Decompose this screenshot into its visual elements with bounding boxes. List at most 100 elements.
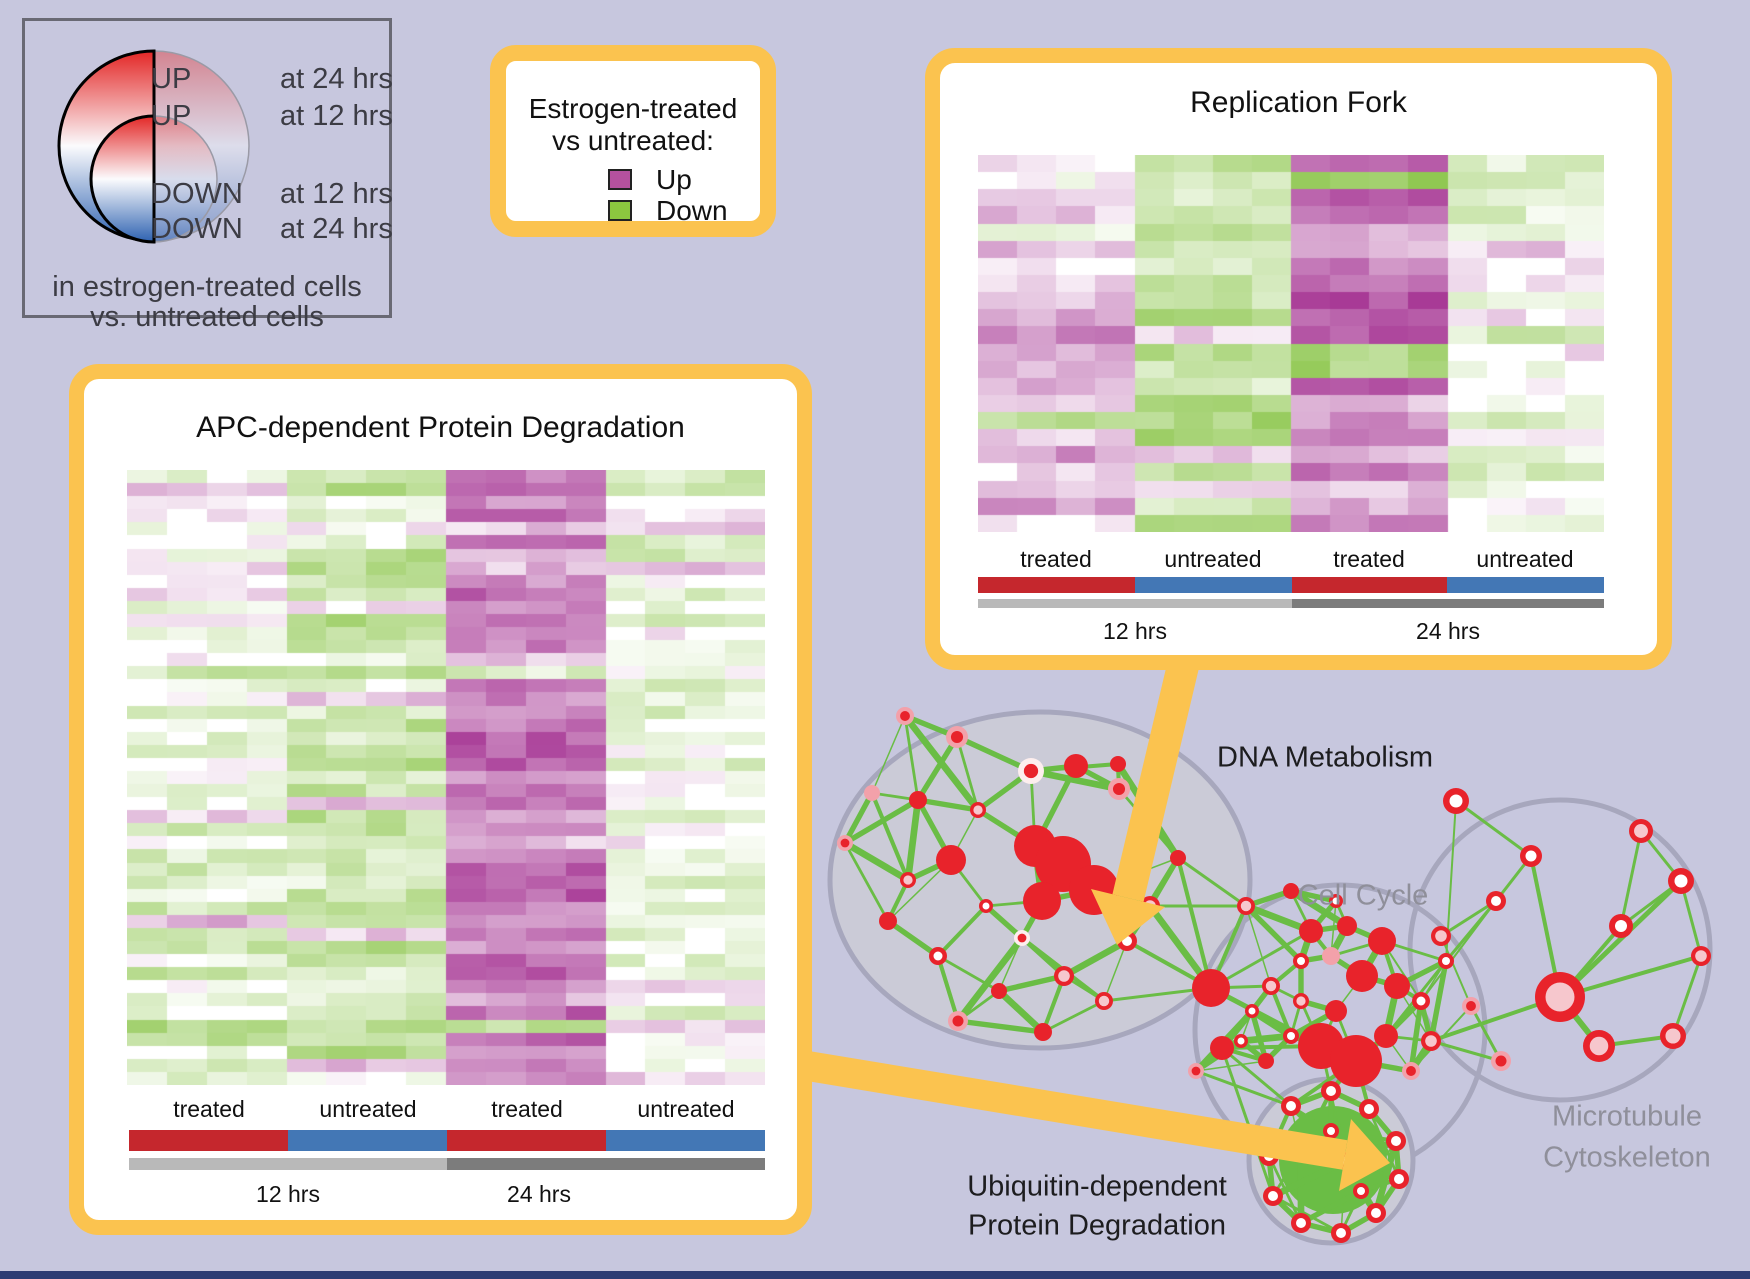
network-node-core xyxy=(1425,1035,1437,1047)
cluster-label-dna-metabolism: DNA Metabolism xyxy=(1217,741,1433,774)
network-node-core xyxy=(1286,1101,1296,1111)
network-node-core xyxy=(1491,896,1501,906)
network-node-core xyxy=(903,875,913,885)
down-label: Down xyxy=(656,195,728,226)
network-edge xyxy=(1455,799,1532,858)
network-node xyxy=(909,791,927,809)
network-node-core xyxy=(1466,1001,1476,1011)
network-node-core xyxy=(1416,996,1426,1006)
network-edge xyxy=(1440,935,1472,1007)
network-edge xyxy=(1245,905,1272,987)
legend-time-1: at 24 hrs xyxy=(280,63,393,95)
network-node xyxy=(1258,1053,1274,1069)
network-node xyxy=(1384,973,1410,999)
network-edge xyxy=(955,734,1033,774)
network-node-core xyxy=(1665,1028,1681,1044)
rf-group-label-4: untreated xyxy=(1476,546,1574,572)
network-node-core xyxy=(1240,900,1252,912)
rf-treated-bar-12h xyxy=(978,577,1135,593)
network-node xyxy=(1374,1024,1398,1048)
legend-dir-3: DOWN xyxy=(151,178,243,210)
network-edge xyxy=(843,797,920,846)
rf-time-label-24: 24 hrs xyxy=(1416,618,1480,644)
network-edge xyxy=(871,715,906,794)
network-node-core xyxy=(1695,950,1707,962)
updown-legend-title-line1: Estrogen-treated xyxy=(528,93,738,124)
network-edge xyxy=(1176,857,1213,989)
legend-gradient-semicircle xyxy=(153,115,218,243)
network-edge xyxy=(1220,1047,1275,1197)
network-node xyxy=(1110,756,1126,772)
apc-12hrs-span-bar xyxy=(129,1158,447,1170)
network-node xyxy=(991,983,1007,999)
network-edge xyxy=(1299,1188,1363,1226)
network-edge xyxy=(1221,1046,1292,1108)
apc-title: APC-dependent Protein Degradation xyxy=(196,411,685,444)
network-edge xyxy=(998,973,1065,994)
rf-group-label-2: untreated xyxy=(1164,546,1262,572)
network-edge xyxy=(955,935,1025,1024)
apc-treated-bar-24h xyxy=(447,1130,606,1151)
network-node xyxy=(879,912,897,930)
apc-treated-bar-12h xyxy=(129,1130,288,1151)
network-edge xyxy=(1289,888,1349,929)
network-node xyxy=(1330,1035,1382,1087)
network-node xyxy=(1034,1023,1052,1041)
network-node-core xyxy=(1191,1066,1201,1076)
network-node-core xyxy=(1296,1218,1306,1228)
network-node-core xyxy=(1287,1032,1295,1040)
apc-group-label-3: treated xyxy=(491,1096,563,1122)
network-edge xyxy=(843,842,890,922)
network-edge xyxy=(1210,929,1312,990)
network-node-core xyxy=(1394,1174,1404,1184)
rf-treated-bar-24h xyxy=(1292,577,1447,593)
network-node xyxy=(936,845,966,875)
network-node-core xyxy=(933,951,943,961)
network-edge xyxy=(842,791,875,845)
apc-heatmap xyxy=(127,470,765,1085)
network-edge xyxy=(917,797,979,813)
network-node xyxy=(1192,969,1230,1007)
time-direction-legend-box: UP at 24 hrs UP at 12 hrs DOWN at 12 hrs… xyxy=(22,18,393,333)
network-node xyxy=(1325,1000,1347,1022)
replication-fork-title: Replication Fork xyxy=(1190,86,1407,119)
figure-bottom-border xyxy=(0,1271,1750,1279)
network-node-core xyxy=(1357,1187,1365,1195)
legend-time-2: at 12 hrs xyxy=(280,100,393,132)
network-node-core xyxy=(1248,1007,1256,1015)
network-edge xyxy=(870,792,910,881)
legend-time-4: at 24 hrs xyxy=(280,213,393,245)
apc-group-label-1: treated xyxy=(173,1096,245,1122)
network-node-core xyxy=(1674,874,1688,888)
network-node-core xyxy=(840,838,850,848)
network-node-core xyxy=(950,730,964,744)
network-edge xyxy=(1420,900,1497,1002)
network-node-core xyxy=(1545,982,1575,1012)
network-edge xyxy=(1619,830,1643,927)
network-node-core xyxy=(1327,1127,1335,1135)
network-node xyxy=(1368,927,1396,955)
apc-24hrs-span-bar xyxy=(447,1158,765,1170)
network-node-core xyxy=(1634,824,1648,838)
legend-dir-2: UP xyxy=(151,100,192,132)
network-node-core xyxy=(1112,782,1126,796)
network-edge xyxy=(915,735,960,802)
rf-untreated-bar-12h xyxy=(1135,577,1292,593)
arrow-apc-to-ubiquitin-head xyxy=(1339,1119,1390,1191)
network-edge xyxy=(1177,856,1247,908)
network-edge xyxy=(1372,1140,1400,1214)
network-node-core xyxy=(982,902,990,910)
apc-group-label-2: untreated xyxy=(319,1096,417,1122)
network-edge xyxy=(886,918,940,959)
network-edge xyxy=(1195,1069,1292,1108)
down-color-swatch xyxy=(608,200,632,221)
network-edge xyxy=(1671,955,1703,1037)
network-edge xyxy=(1469,1005,1503,1062)
arrow-replication-to-dna-shaft xyxy=(1112,662,1199,902)
apc-panel: APC-dependent Protein Degradation treate… xyxy=(69,364,812,1235)
network-edge xyxy=(1440,899,1497,938)
apc-group-label-4: untreated xyxy=(637,1096,735,1122)
network-node xyxy=(1346,960,1378,992)
rf-time-label-12: 12 hrs xyxy=(1103,618,1167,644)
